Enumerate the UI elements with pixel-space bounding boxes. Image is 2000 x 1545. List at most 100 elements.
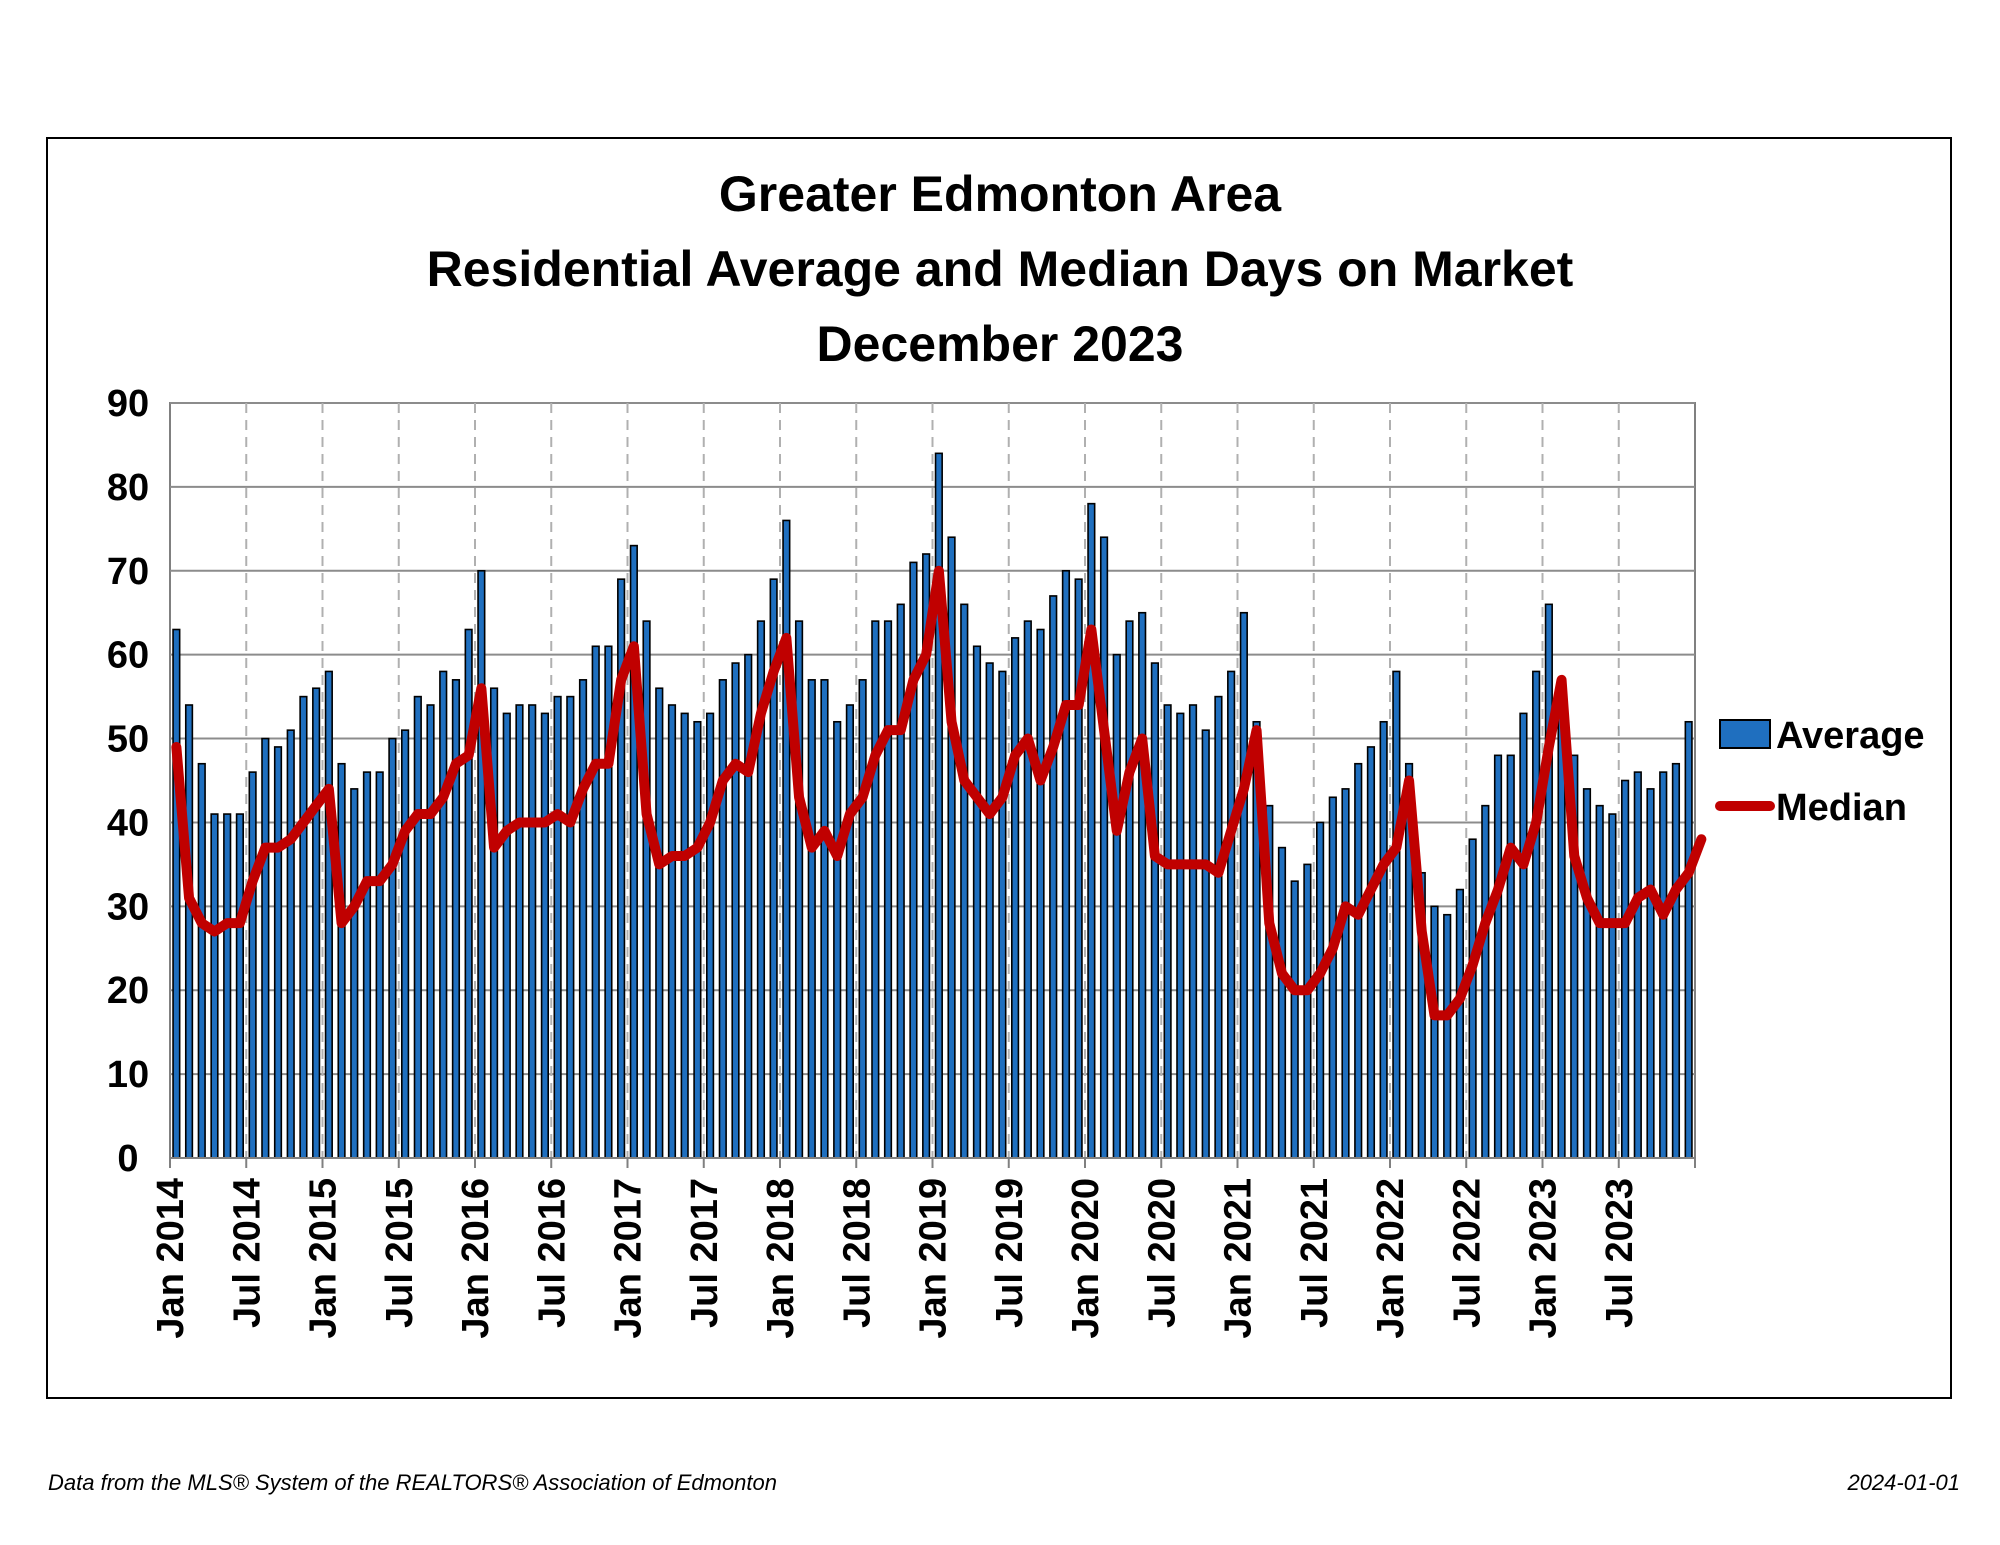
x-tick-label: Jan 2023 (1523, 1178, 1565, 1339)
x-tick-label: Jan 2016 (455, 1178, 497, 1339)
average-bar (210, 813, 219, 1159)
average-bar (1354, 762, 1363, 1159)
average-bar (1506, 754, 1515, 1159)
average-bar (794, 620, 804, 1159)
average-bar (1023, 620, 1032, 1159)
average-bar (705, 712, 715, 1159)
average-bar (833, 720, 842, 1159)
average-bar (731, 662, 740, 1159)
average-bar (1036, 628, 1045, 1159)
average-bar (1481, 804, 1490, 1159)
median-line (171, 565, 1707, 1021)
chart-title: Greater Edmonton Area (718, 166, 1282, 222)
average-bar (528, 704, 537, 1159)
average-bar (718, 679, 727, 1159)
average-bar (1633, 771, 1642, 1159)
average-bar (1188, 704, 1198, 1159)
average-bar (1646, 788, 1655, 1159)
average-bar (1227, 670, 1236, 1159)
average-bar (1316, 821, 1325, 1159)
average-bar (286, 729, 295, 1159)
x-tick-label: Jul 2014 (226, 1178, 268, 1328)
average-bar (235, 813, 244, 1159)
average-bar (362, 771, 372, 1159)
average-bar (299, 695, 308, 1159)
x-tick-label: Jul 2017 (684, 1178, 726, 1328)
average-bar (578, 679, 588, 1159)
average-bar (680, 712, 689, 1159)
average-bar (1150, 662, 1160, 1159)
x-tick-label: Jan 2019 (913, 1178, 955, 1339)
average-bar (451, 679, 461, 1159)
average-bar (324, 670, 333, 1159)
average-bar (1659, 771, 1668, 1159)
x-tick-label: Jan 2021 (1218, 1178, 1260, 1339)
average-bar (439, 670, 448, 1159)
average-bar (591, 645, 600, 1159)
y-tick-label: 50 (107, 719, 149, 761)
y-tick-label: 30 (107, 886, 149, 928)
average-bar (515, 704, 524, 1159)
average-bar (1608, 813, 1617, 1159)
average-bar (1519, 712, 1528, 1159)
average-bar (629, 544, 638, 1159)
average-bar (248, 771, 257, 1159)
average-bar (1201, 729, 1210, 1159)
average-bar (1493, 754, 1503, 1159)
legend-average-swatch (1719, 719, 1771, 749)
average-bar (172, 628, 181, 1159)
x-tick-label: Jan 2022 (1370, 1178, 1412, 1339)
x-tick-label: Jul 2016 (531, 1178, 573, 1328)
average-bar (1621, 779, 1630, 1159)
average-bar (1671, 762, 1681, 1159)
average-bar (477, 569, 486, 1159)
average-bar (261, 737, 270, 1159)
average-bar (1049, 595, 1058, 1159)
average-bar (807, 679, 816, 1159)
average-bar (1379, 720, 1388, 1159)
y-tick-label: 20 (107, 970, 149, 1012)
average-bar (1239, 611, 1248, 1159)
x-tick-label: Jul 2018 (836, 1178, 878, 1328)
average-bar (972, 645, 982, 1159)
average-bar (312, 687, 321, 1159)
average-bar (1138, 611, 1147, 1159)
x-tick-label: Jul 2021 (1294, 1178, 1336, 1328)
average-bar (693, 720, 702, 1159)
average-bar (947, 536, 956, 1159)
average-bar (1430, 905, 1439, 1159)
average-bar (820, 679, 829, 1159)
average-bar (871, 620, 880, 1159)
average-bar (667, 704, 677, 1159)
average-bar (883, 620, 893, 1159)
x-tick-label: Jan 2020 (1065, 1178, 1107, 1339)
average-bar (502, 712, 511, 1159)
x-tick-label: Jul 2022 (1446, 1178, 1488, 1328)
average-bar (1099, 536, 1109, 1159)
average-bar (1010, 637, 1020, 1159)
x-tick-label: Jan 2017 (608, 1178, 650, 1339)
legend-average-label: Average (1776, 715, 1925, 757)
average-bar (540, 712, 550, 1159)
average-bar (1303, 863, 1312, 1159)
average-bar (413, 695, 422, 1159)
average-bar (337, 762, 346, 1159)
average-bar (1214, 695, 1223, 1159)
average-bar (858, 679, 867, 1159)
average-bar (1087, 502, 1096, 1159)
average-bar (426, 704, 435, 1159)
average-bar (934, 452, 943, 1159)
average-bar (273, 746, 283, 1159)
average-bar (845, 704, 855, 1159)
y-tick-label: 80 (107, 467, 149, 509)
y-tick-label: 60 (107, 635, 149, 677)
y-tick-label: 0 (117, 1138, 138, 1180)
average-bar (1277, 846, 1287, 1159)
average-bar (1468, 838, 1477, 1159)
average-bar (1532, 670, 1541, 1159)
average-bar (1125, 620, 1134, 1159)
average-bar (1061, 569, 1071, 1159)
average-bar (223, 813, 232, 1159)
average-bar (1176, 712, 1185, 1159)
